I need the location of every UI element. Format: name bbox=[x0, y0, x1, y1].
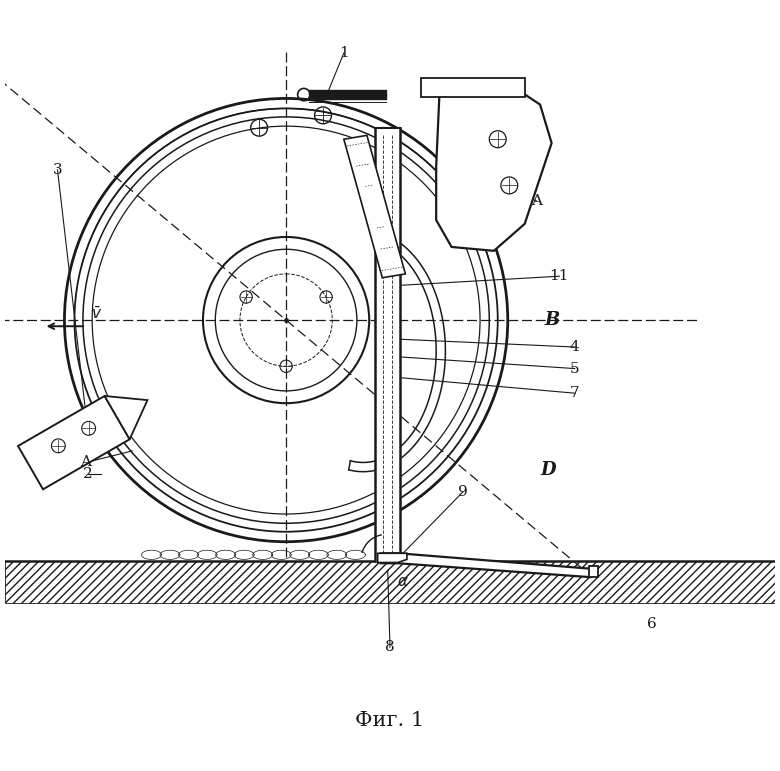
Text: 8: 8 bbox=[385, 640, 395, 654]
Text: 3: 3 bbox=[53, 163, 62, 177]
Text: Фиг. 1: Фиг. 1 bbox=[356, 711, 424, 730]
Text: $\bar{v}$: $\bar{v}$ bbox=[91, 306, 103, 322]
Text: D: D bbox=[540, 461, 555, 479]
Text: 1: 1 bbox=[339, 46, 349, 60]
Text: 2: 2 bbox=[83, 467, 93, 481]
Polygon shape bbox=[344, 136, 406, 278]
Polygon shape bbox=[18, 396, 129, 490]
Text: A: A bbox=[80, 456, 91, 470]
Text: 7: 7 bbox=[570, 386, 580, 400]
Text: B: B bbox=[544, 311, 559, 329]
Polygon shape bbox=[375, 128, 400, 561]
Polygon shape bbox=[378, 554, 407, 563]
Polygon shape bbox=[105, 396, 147, 439]
Text: 4: 4 bbox=[570, 340, 580, 354]
Text: 6: 6 bbox=[647, 617, 657, 631]
Text: 11: 11 bbox=[550, 269, 569, 283]
Polygon shape bbox=[589, 566, 597, 577]
Text: 5: 5 bbox=[570, 362, 580, 375]
Text: A: A bbox=[530, 194, 542, 208]
Polygon shape bbox=[436, 82, 551, 251]
Text: 9: 9 bbox=[458, 485, 468, 499]
Polygon shape bbox=[381, 554, 590, 577]
Polygon shape bbox=[420, 78, 525, 97]
Text: $\alpha$: $\alpha$ bbox=[397, 574, 409, 589]
